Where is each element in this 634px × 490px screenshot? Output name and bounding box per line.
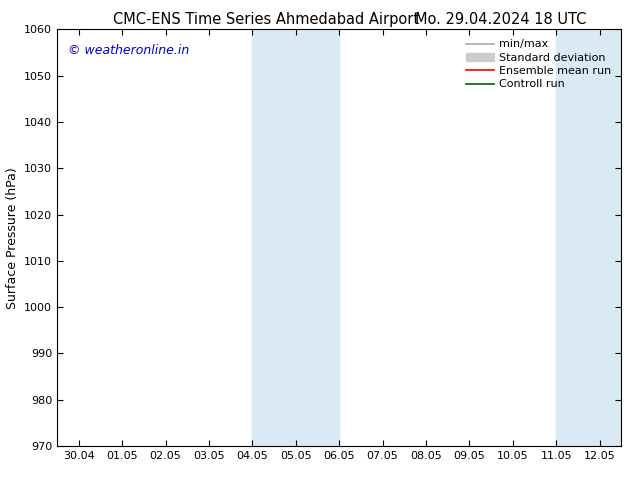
Text: Mo. 29.04.2024 18 UTC: Mo. 29.04.2024 18 UTC [415, 12, 586, 27]
Bar [252, 29, 339, 446]
Legend: min/max, Standard deviation, Ensemble mean run, Controll run: min/max, Standard deviation, Ensemble me… [462, 35, 616, 94]
Text: CMC-ENS Time Series Ahmedabad Airport: CMC-ENS Time Series Ahmedabad Airport [113, 12, 419, 27]
Bar [556, 29, 621, 446]
Y-axis label: Surface Pressure (hPa): Surface Pressure (hPa) [6, 167, 18, 309]
Text: © weatheronline.in: © weatheronline.in [68, 44, 190, 57]
